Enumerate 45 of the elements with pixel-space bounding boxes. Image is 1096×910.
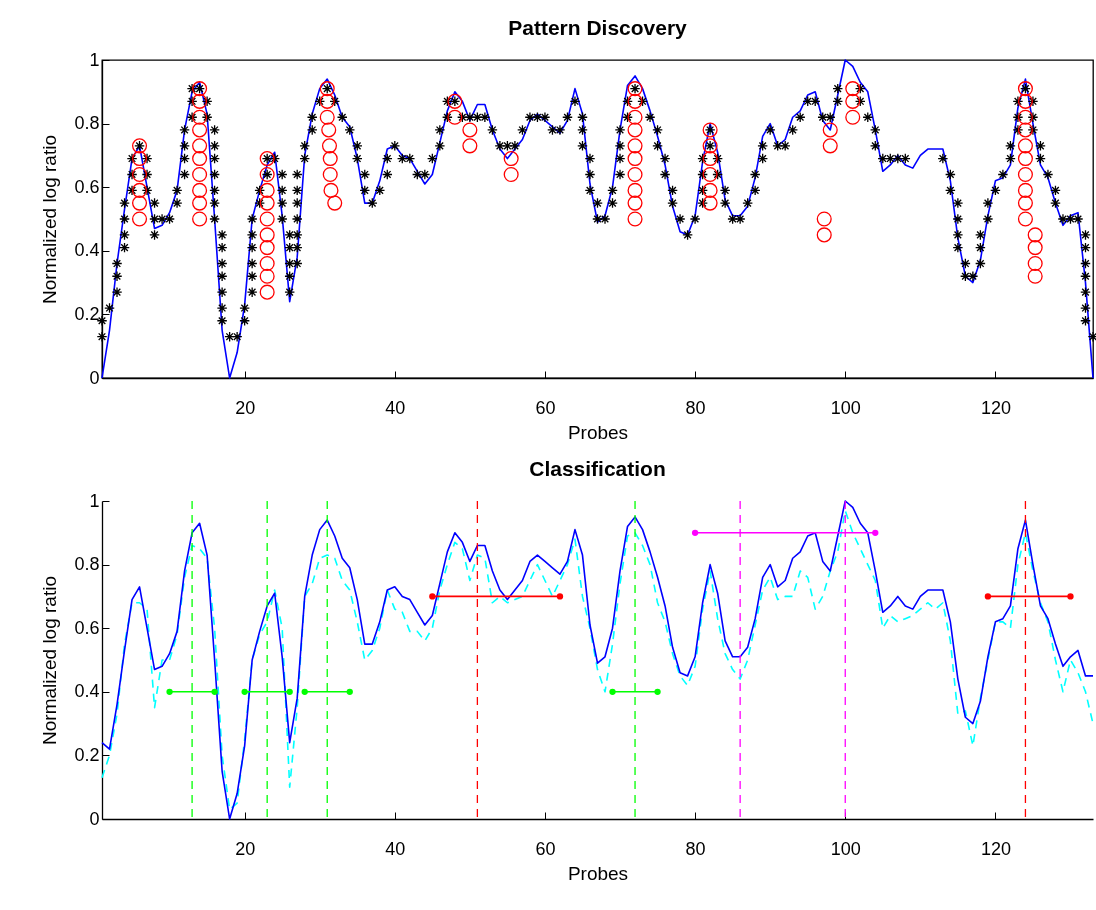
chart-title: Pattern Discovery — [508, 16, 688, 39]
y-axis-title: Normalized log ratio — [39, 576, 61, 745]
point — [872, 529, 879, 536]
x-tick-label: 120 — [980, 838, 1011, 859]
y-tick-label: 0.2 — [74, 303, 100, 324]
point — [286, 688, 293, 695]
point — [211, 688, 218, 695]
y-axis-title: Normalized log ratio — [39, 135, 61, 304]
x-tick-label: 40 — [385, 397, 406, 418]
x-tick-label: 120 — [980, 397, 1011, 418]
y-tick-label: 0.6 — [74, 617, 100, 638]
x-tick-label: 100 — [830, 838, 861, 859]
point — [556, 593, 564, 600]
x-tick-label: 100 — [830, 397, 861, 418]
x-tick-label: 20 — [235, 838, 256, 859]
point — [166, 688, 173, 695]
y-tick-label: 0 — [89, 367, 100, 388]
y-tick-label: 1 — [89, 490, 100, 511]
y-tick-label: 0.6 — [74, 176, 100, 197]
y-tick-label: 0.4 — [74, 681, 100, 702]
point — [301, 688, 308, 695]
x-tick-label: 40 — [385, 838, 406, 859]
y-tick-label: 0 — [89, 808, 100, 829]
y-tick-label: 0.8 — [74, 554, 100, 575]
point — [1067, 593, 1074, 600]
line-series — [101, 59, 1094, 379]
y-tick-label: 0.8 — [74, 113, 100, 134]
chart-title: Classification — [529, 457, 666, 480]
y-tick-label: 1 — [89, 49, 100, 70]
x-tick-label: 60 — [535, 838, 556, 859]
x-tick-label: 60 — [535, 397, 556, 418]
point — [429, 593, 436, 600]
point — [984, 593, 992, 600]
point — [691, 529, 699, 536]
y-tick-label: 0.4 — [74, 240, 100, 261]
x-axis-title: Probes — [567, 862, 629, 884]
point — [241, 688, 248, 695]
x-tick-label: 80 — [685, 838, 706, 859]
point — [346, 688, 353, 695]
point — [609, 688, 616, 695]
x-tick-label: 20 — [235, 397, 256, 418]
x-axis-title: Probes — [567, 421, 629, 443]
y-tick-label: 0.2 — [74, 744, 100, 765]
point — [654, 688, 661, 695]
x-tick-label: 80 — [685, 397, 706, 418]
